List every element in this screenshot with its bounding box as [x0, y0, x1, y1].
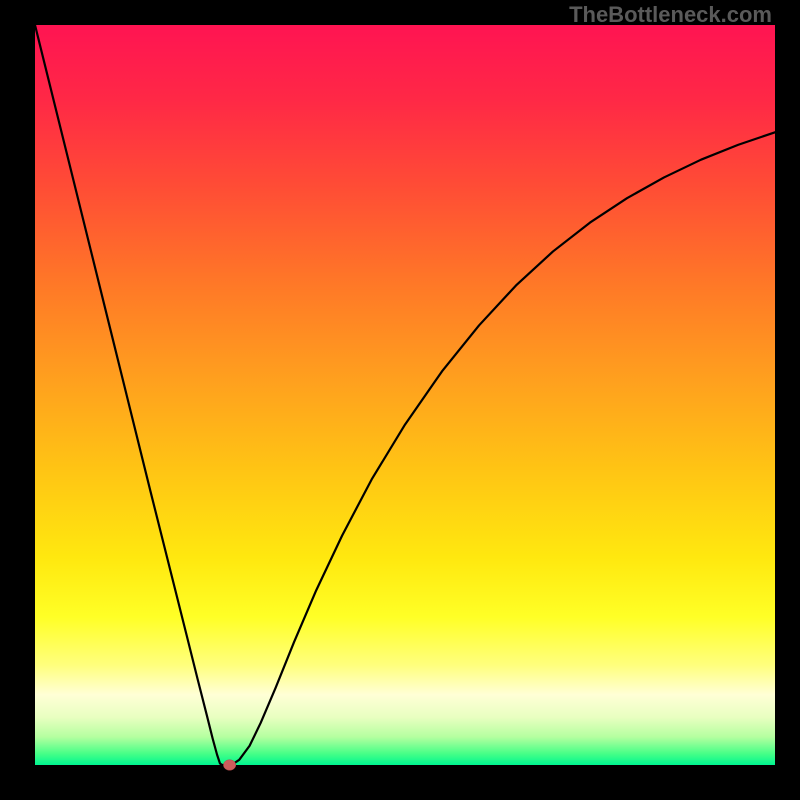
- minimum-marker: [223, 760, 235, 771]
- attribution-watermark: TheBottleneck.com: [569, 2, 772, 28]
- plot-gradient-background: [35, 25, 775, 765]
- chart-container: TheBottleneck.com: [0, 0, 800, 800]
- chart-svg: [0, 0, 800, 800]
